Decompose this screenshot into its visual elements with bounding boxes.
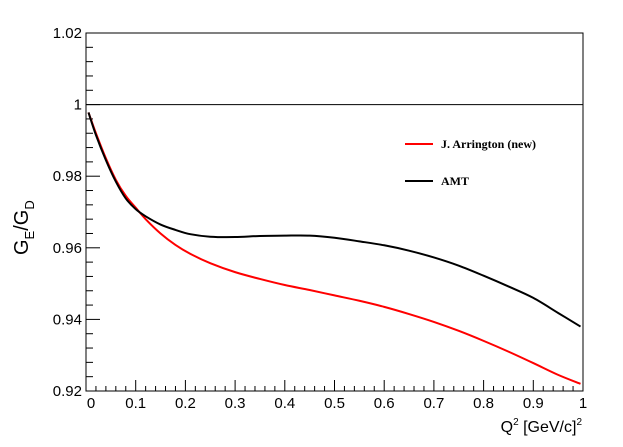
series-layer xyxy=(87,112,582,385)
x-tick-label: 0.7 xyxy=(423,395,444,412)
x-tick-label: 0.1 xyxy=(125,395,146,412)
x-tick-label: 0.9 xyxy=(523,395,544,412)
plot-frame xyxy=(85,32,584,392)
y-tick-label: 0.92 xyxy=(53,383,82,400)
y-tick-label: 1.02 xyxy=(53,25,82,42)
legend: J. Arrington (new) AMT xyxy=(405,137,536,188)
x-tick-label: 0.2 xyxy=(175,395,196,412)
x-axis-label: Q2 [GeV/c]2 xyxy=(501,417,583,436)
y-tick-label: 0.98 xyxy=(53,168,82,185)
y-tick-label: 1 xyxy=(74,97,82,114)
legend-label-amt: AMT xyxy=(441,174,469,188)
x-tick-label: 0.3 xyxy=(225,395,246,412)
y-tick-label: 0.94 xyxy=(53,311,82,328)
plot-frame-group xyxy=(85,32,584,392)
y-tick-label: 0.96 xyxy=(53,240,82,257)
ticks-layer: 0.1 0.2 0.3 0.4 0.5 0.6 0.7 0.8 0.9 1 0 0.92 0.94 0.9… xyxy=(53,25,587,412)
series-line-amt xyxy=(87,112,582,328)
series-line-arrington xyxy=(87,112,581,385)
legend-label-arrington: J. Arrington (new) xyxy=(441,137,536,151)
x-tick-label: 0.4 xyxy=(274,395,295,412)
x-tick-label: 1 xyxy=(579,395,587,412)
y-axis-label: GE/GD xyxy=(11,200,37,255)
x-tick-label: 0.8 xyxy=(473,395,494,412)
x-tick-label: 0.5 xyxy=(324,395,345,412)
x-tick-label: 0 xyxy=(87,395,95,412)
x-tick-label: 0.6 xyxy=(374,395,395,412)
